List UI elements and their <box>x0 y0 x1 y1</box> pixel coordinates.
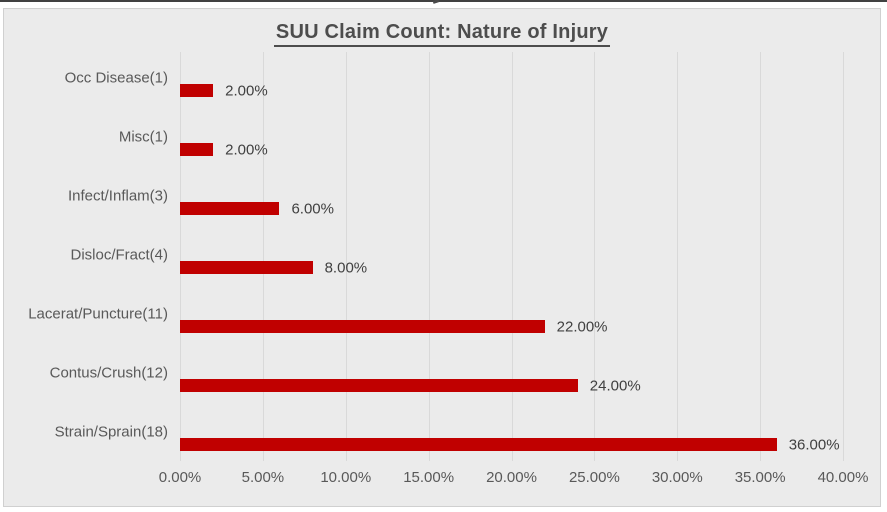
gridline <box>428 52 430 461</box>
chart-title-container: SUU Claim Count: Nature of Injury <box>4 21 880 47</box>
bar-value-label: 36.00% <box>788 436 840 454</box>
chart-row: Strain/Sprain(18) 36.00% <box>4 406 880 465</box>
bar[interactable] <box>180 84 214 97</box>
bar-value-label: 8.00% <box>324 259 368 277</box>
crop-artifact <box>432 0 440 4</box>
bar-value-label: 2.00% <box>225 82 268 100</box>
top-edge-line <box>0 0 887 2</box>
chart-row: Misc(1) 2.00% <box>4 111 880 170</box>
x-axis-tick-label: 0.00% <box>158 469 202 486</box>
gridline <box>262 52 264 461</box>
bar[interactable] <box>180 202 280 215</box>
x-axis-tick-label: 40.00% <box>817 469 869 486</box>
bar[interactable] <box>180 379 578 392</box>
category-label: Occ Disease(1) <box>64 69 168 87</box>
gridline <box>345 52 347 461</box>
x-axis-tick-label: 10.00% <box>320 469 372 486</box>
x-axis-tick-label: 25.00% <box>568 469 620 486</box>
bar[interactable] <box>180 320 545 333</box>
x-axis-tick-label: 30.00% <box>651 469 703 486</box>
bar-value-label: 2.00% <box>225 141 268 159</box>
bar-value-label: 24.00% <box>589 377 641 395</box>
x-axis-tick-label: 5.00% <box>241 469 285 486</box>
category-label: Lacerat/Puncture(11) <box>28 305 168 323</box>
category-label: Disloc/Fract(4) <box>70 246 168 264</box>
chart-title: SUU Claim Count: Nature of Injury <box>273 21 611 47</box>
x-axis-tick-label: 15.00% <box>403 469 455 486</box>
gridline <box>843 52 844 461</box>
chart-row: Occ Disease(1) 2.00% <box>4 52 880 111</box>
gridline <box>511 52 513 461</box>
chart-row: Contus/Crush(12) 24.00% <box>4 347 880 406</box>
x-axis-tick-label: 20.00% <box>486 469 537 486</box>
bar-chart[interactable]: SUU Claim Count: Nature of Injury Occ Di… <box>3 8 881 507</box>
bar-value-label: 22.00% <box>556 318 608 336</box>
chart-row: Infect/Inflam(3) 6.00% <box>4 170 880 229</box>
bar[interactable] <box>180 143 214 156</box>
x-axis-tick-label: 35.00% <box>734 469 786 486</box>
bar-value-label: 6.00% <box>291 200 334 218</box>
gridline <box>180 52 181 461</box>
category-label: Infect/Inflam(3) <box>67 187 168 205</box>
gridline <box>760 52 762 461</box>
chart-row: Lacerat/Puncture(11) 22.00% <box>4 288 880 347</box>
category-label: Misc(1) <box>118 128 168 146</box>
category-label: Contus/Crush(12) <box>49 364 168 382</box>
chart-row: Disloc/Fract(4) 8.00% <box>4 229 880 288</box>
category-label: Strain/Sprain(18) <box>54 423 168 441</box>
gridline <box>594 52 596 461</box>
bar[interactable] <box>180 261 313 274</box>
gridline <box>677 52 679 461</box>
bar[interactable] <box>180 438 777 451</box>
